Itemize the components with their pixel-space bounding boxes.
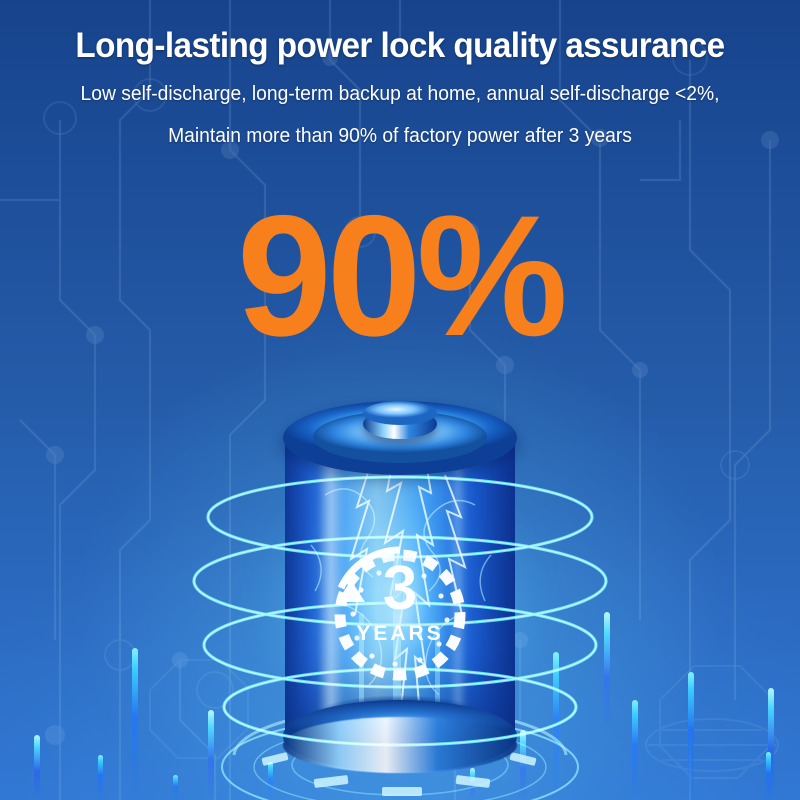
subtitle-line-1: Low self-discharge, long-term backup at … <box>80 82 720 105</box>
page-title: Long-lasting power lock quality assuranc… <box>75 26 725 65</box>
warranty-years-number: 3 <box>382 554 418 623</box>
warranty-badge-ring <box>334 546 466 681</box>
energy-orbit-ring-icon <box>192 475 608 747</box>
capacity-retention-value: 90% <box>237 180 568 372</box>
warranty-badge: 3 YEARS <box>325 540 475 690</box>
battery-terminal-top <box>363 401 437 425</box>
battery-illustration: 3 YEARS <box>150 395 650 800</box>
subtitle-line-2: Maintain more than 90% of factory power … <box>168 124 632 147</box>
warranty-years-label: YEARS <box>356 622 444 645</box>
